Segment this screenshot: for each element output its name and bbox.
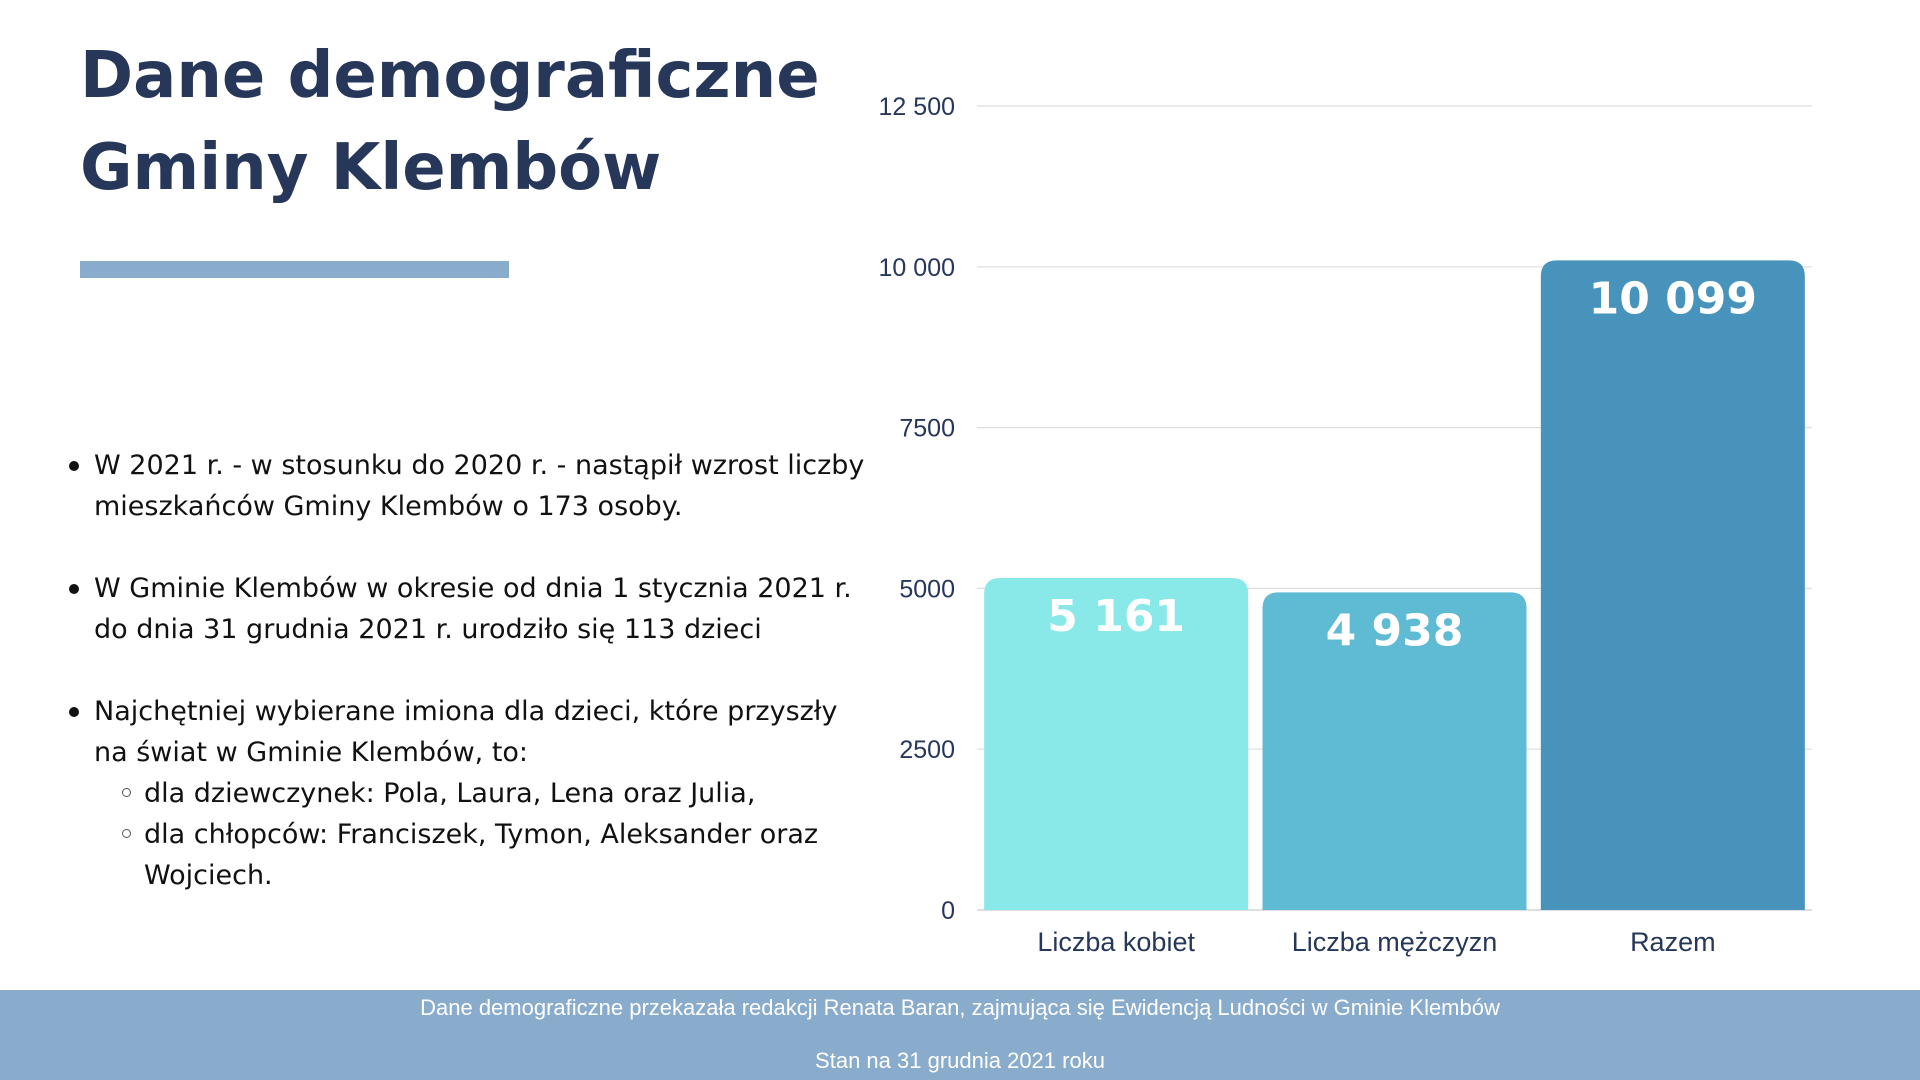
population-bar-chart: 0 2500 5000 7500 10 000 12 500 5 161 4 938 10 0… bbox=[879, 93, 1812, 957]
bullet-text: W Gminie Klembów w okresie od dnia 1 sty… bbox=[94, 573, 852, 645]
bar-3 bbox=[1540, 260, 1805, 910]
footer-source-text: Dane demograficzne przekazała redakcji R… bbox=[420, 995, 1500, 1020]
sub-bullet-text: dla chłopców: Franciszek, Tymon, Aleksan… bbox=[144, 819, 819, 891]
bullet-text: Najchętniej wybierane imiona dla dzieci,… bbox=[94, 696, 838, 768]
title-underline-bar bbox=[80, 261, 509, 278]
y-tick-label: 10 000 bbox=[879, 254, 955, 282]
names-sub-list: dla dziewczynek: Pola, Laura, Lena oraz … bbox=[94, 773, 866, 896]
bullet-dot-icon bbox=[69, 707, 79, 717]
footer-date-text: Stan na 31 grudnia 2021 roku bbox=[815, 1048, 1105, 1073]
chart-value-labels: 5 161 4 938 10 099 bbox=[1047, 273, 1757, 656]
bullet-dot-icon bbox=[69, 461, 79, 471]
bullet-births: W Gminie Klembów w okresie od dnia 1 sty… bbox=[66, 568, 866, 650]
sub-bullet-text: dla dziewczynek: Pola, Laura, Lena oraz … bbox=[144, 778, 756, 809]
bar-2 bbox=[1262, 592, 1527, 910]
footer-banner: Dane demograficzne przekazała redakcji R… bbox=[0, 990, 1920, 1080]
x-tick-label: Razem bbox=[1630, 927, 1716, 957]
title-line-2: Gminy Klembów bbox=[80, 131, 662, 205]
y-tick-label: 7500 bbox=[899, 415, 955, 443]
x-tick-label: Liczba kobiet bbox=[1037, 927, 1195, 957]
y-tick-label: 2500 bbox=[899, 736, 955, 764]
hollow-circle-icon bbox=[122, 788, 131, 797]
bullet-population-growth: W 2021 r. - w stosunku do 2020 r. - nast… bbox=[66, 445, 866, 527]
page-title: Dane demograficzne Gminy Klembów bbox=[80, 30, 860, 214]
bar-value-label: 5 161 bbox=[1047, 591, 1185, 642]
sub-bullet-boys-names: dla chłopców: Franciszek, Tymon, Aleksan… bbox=[94, 814, 866, 896]
sub-bullet-girls-names: dla dziewczynek: Pola, Laura, Lena oraz … bbox=[94, 773, 866, 814]
y-tick-label: 5000 bbox=[899, 575, 955, 603]
hollow-circle-icon bbox=[122, 829, 131, 838]
y-tick-label: 0 bbox=[941, 897, 955, 925]
info-bullet-list: W 2021 r. - w stosunku do 2020 r. - nast… bbox=[66, 445, 866, 937]
y-tick-label: 12 500 bbox=[879, 93, 955, 121]
bullet-dot-icon bbox=[69, 584, 79, 594]
bullet-popular-names: Najchętniej wybierane imiona dla dzieci,… bbox=[66, 691, 866, 896]
bar-value-label: 4 938 bbox=[1326, 605, 1464, 656]
bullet-text: W 2021 r. - w stosunku do 2020 r. - nast… bbox=[94, 450, 865, 522]
chart-bars bbox=[984, 260, 1805, 910]
bar-1 bbox=[984, 578, 1249, 910]
x-axis-ticks: Liczba kobiet Liczba mężczyzn Razem bbox=[1037, 927, 1715, 957]
y-axis-ticks: 0 2500 5000 7500 10 000 12 500 bbox=[879, 93, 955, 925]
x-tick-label: Liczba mężczyzn bbox=[1292, 927, 1498, 957]
title-line-1: Dane demograficzne bbox=[80, 39, 820, 113]
bar-value-label: 10 099 bbox=[1589, 273, 1757, 324]
